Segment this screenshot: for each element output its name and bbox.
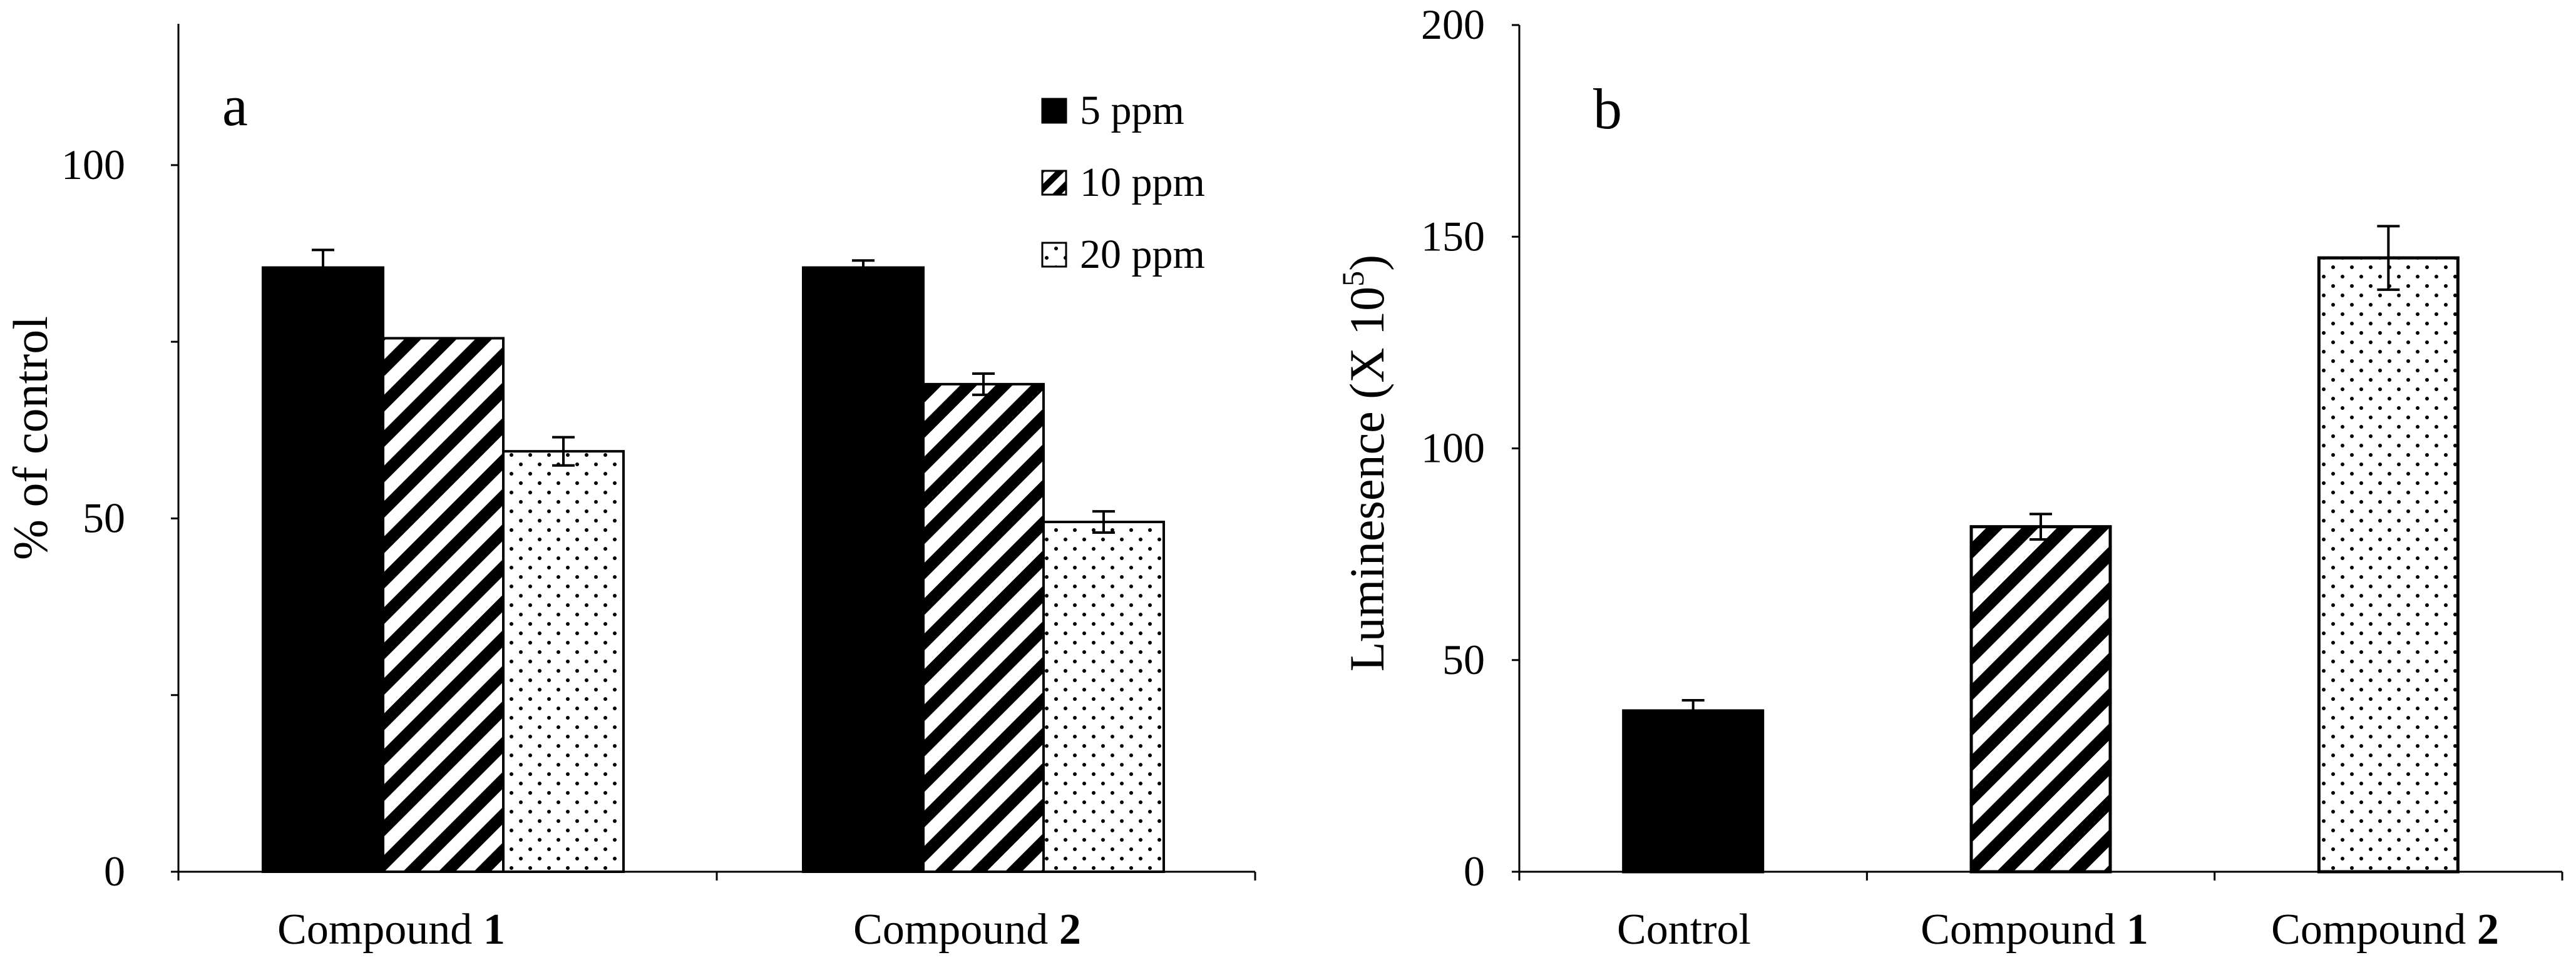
error-bar-5-ppm-group-2 <box>852 259 875 276</box>
bar-5-ppm-group-2 <box>802 266 925 873</box>
error-bar-10-ppm-group-2 <box>972 372 995 396</box>
panel-b-bar-2 <box>1969 525 2112 874</box>
panel-b-letter: b <box>1593 77 1622 141</box>
panel-b-bar-3 <box>2317 256 2460 874</box>
panel-a-y-tick-label: 50 <box>83 494 125 541</box>
panel-b-bar-1 <box>1622 709 1765 874</box>
panel-a-legend: 5 ppm 10 ppm 20 ppm <box>1041 88 1205 277</box>
panel-a-y-tick-label: 100 <box>61 141 125 188</box>
panel-a-letter: a <box>222 74 248 138</box>
panel-a-y-tick-labels: 0 50 100 <box>61 141 125 895</box>
panel-b-error-bars <box>1681 225 2400 723</box>
panel-b-category-label-compound-2: Compound 2 <box>2271 906 2499 954</box>
error-bar-20-ppm-group-1 <box>552 436 575 467</box>
panel-a-y-axis-title: % of control <box>3 316 58 560</box>
panel-b-y-tick-label: 0 <box>1464 847 1485 895</box>
legend-swatch-10ppm <box>1041 170 1067 196</box>
panel-b-y-axis-title: Luminesence (X 105) <box>1335 255 1394 671</box>
legend-label-10ppm: 10 ppm <box>1080 160 1205 205</box>
bar-20-ppm-group-2 <box>1042 521 1165 873</box>
panel-b-y-tick-label: 50 <box>1442 636 1485 683</box>
legend-swatch-5ppm <box>1041 98 1067 124</box>
panel-b-y-tick-label: 100 <box>1421 424 1485 472</box>
panel-a-error-bars <box>312 248 1115 534</box>
legend-label-5ppm: 5 ppm <box>1080 88 1184 133</box>
panel-a-y-tick-label: 0 <box>104 847 125 895</box>
panel-b-error-bar-1 <box>1681 699 1705 723</box>
panel-a-category-labels: Compound 1 Compound 2 <box>277 906 1081 954</box>
bar-10-ppm-group-1 <box>382 337 505 873</box>
panel-a-category-label-compound-2: Compound 2 <box>853 906 1081 954</box>
panel-b-category-label-compound-1: Compound 1 <box>1921 906 2148 954</box>
bar-20-ppm-group-1 <box>502 450 625 873</box>
error-bar-20-ppm-group-2 <box>1092 510 1115 534</box>
panel-a-chart: a 0 50 100 Compound 1 Compound 2 % of cont… <box>3 24 1256 954</box>
panel-b-category-labels: Control Compound 1 Compound 2 <box>1617 906 2499 954</box>
bar-10-ppm-group-2 <box>922 382 1045 873</box>
bar-5-ppm-group-1 <box>262 266 384 873</box>
panel-b-category-label-control: Control <box>1617 906 1751 954</box>
legend-label-20ppm: 20 ppm <box>1080 232 1205 277</box>
panel-b-y-tick-label: 150 <box>1421 212 1485 260</box>
legend-swatch-20ppm <box>1041 242 1067 268</box>
panel-b-chart: b 0 50 100 150 200 Control Compound 1 Compou… <box>1335 1 2563 954</box>
panel-a-bars <box>262 266 1165 873</box>
panel-b-bars <box>1622 256 2460 874</box>
panel-b-y-tick-labels: 0 50 100 150 200 <box>1421 1 1485 895</box>
panel-b-y-tick-label: 200 <box>1421 1 1485 48</box>
panel-a-category-label-compound-1: Compound 1 <box>277 906 505 954</box>
panel-b-error-bar-2 <box>2029 513 2052 541</box>
panel-b-error-bar-3 <box>2377 225 2400 291</box>
error-bar-5-ppm-group-1 <box>312 248 334 287</box>
